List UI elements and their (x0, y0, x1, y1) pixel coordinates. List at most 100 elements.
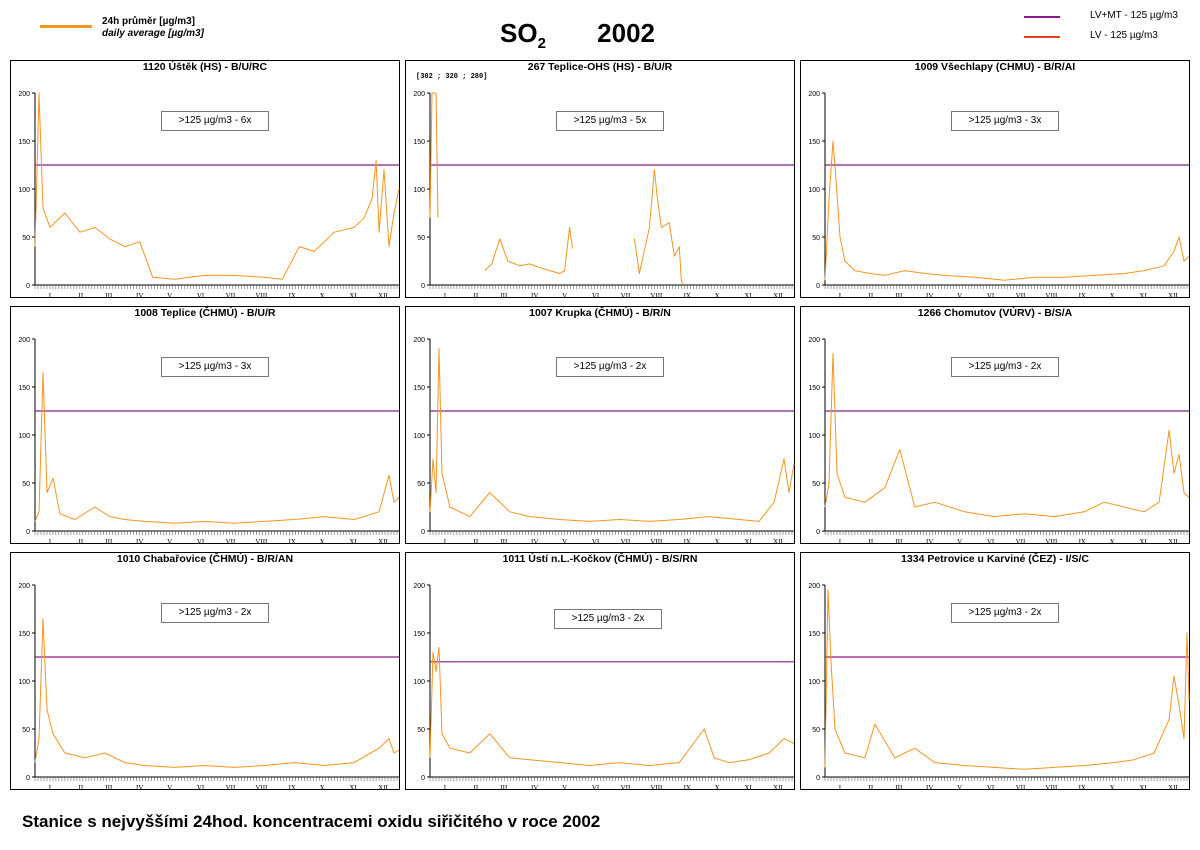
y-tick-label: 0 (421, 529, 425, 536)
x-day-ticks (34, 285, 398, 289)
limit-legend-swatch (1024, 36, 1060, 38)
x-month-label: II (474, 784, 479, 791)
series-legend-label-en: daily average [µg/m3] (102, 28, 204, 39)
series-legend: 24h průměr [µg/m3] daily average [µg/m3] (40, 14, 270, 44)
x-month-label: II (474, 292, 479, 299)
x-month-label: V (167, 784, 172, 791)
x-month-label: IV (531, 538, 538, 545)
y-tick-label: 50 (22, 235, 30, 242)
station-chart-panel: 1011 Ústí n.L.-Kočkov (ČHMÚ) - B/S/RN >12… (405, 552, 795, 791)
y-tick-label: 150 (413, 385, 425, 392)
y-tick-label: 50 (812, 235, 820, 242)
x-month-label: IV (136, 784, 143, 791)
station-chart-title: 1009 Všechlapy (CHMU) - B/R/AI (914, 61, 1076, 73)
limit-legend-label: LV - 125 µg/m3 (1090, 30, 1158, 41)
x-month-label: IV (531, 784, 538, 791)
x-day-ticks (429, 285, 793, 289)
x-month-label: III (895, 784, 903, 791)
daily-average-series-line (429, 646, 795, 766)
x-month-label: V (167, 292, 172, 299)
x-month-label: X (1110, 538, 1115, 545)
x-month-label: I (49, 784, 52, 791)
x-month-label: III (500, 292, 508, 299)
x-month-label: XII (773, 292, 783, 299)
exceedance-count-badge: >125 µg/m3 - 5x (556, 111, 664, 131)
y-tick-label: 150 (18, 139, 30, 146)
station-chart-title: 1334 Petrovice u Karviné (ČEZ) - I/S/C (901, 553, 1089, 565)
x-month-label: VI (592, 538, 600, 545)
x-month-label: I (839, 784, 842, 791)
x-month-label: II (869, 784, 874, 791)
limit-legend: LV+MT - 125 µg/m3 LV - 125 µg/m3 (1020, 8, 1195, 44)
x-month-label: XII (773, 784, 783, 791)
y-tick-label: 50 (812, 481, 820, 488)
x-month-label: IX (684, 538, 691, 545)
y-tick-label: 200 (808, 91, 820, 98)
x-month-label: X (320, 292, 325, 299)
daily-average-series-line (429, 92, 684, 286)
x-month-label: IX (684, 292, 691, 299)
x-month-label: XI (744, 292, 752, 299)
y-tick-label: 100 (18, 679, 30, 686)
y-tick-label: 0 (816, 529, 820, 536)
x-month-label: VI (197, 292, 205, 299)
x-month-label: II (79, 784, 84, 791)
limit-legend-label: LV+MT - 125 µg/m3 (1090, 10, 1178, 21)
x-month-label: XI (1139, 538, 1147, 545)
y-tick-label: 0 (816, 775, 820, 782)
y-tick-label: 50 (417, 727, 425, 734)
x-month-label: VI (987, 292, 995, 299)
y-tick-label: 0 (816, 283, 820, 290)
x-month-label: VII (621, 538, 631, 545)
x-month-label: VII (1016, 538, 1026, 545)
x-day-ticks (34, 531, 398, 535)
exceedance-count-badge: >125 µg/m3 - 6x (161, 111, 269, 131)
x-month-label: III (500, 538, 508, 545)
limit-legend-item: LV - 125 µg/m3 (1020, 30, 1195, 44)
y-tick-label: 150 (808, 631, 820, 638)
station-chart-panel: 1266 Chomutov (VÚRV) - B/S/A >125 µg/m3 -… (800, 306, 1190, 545)
y-tick-label: 150 (808, 385, 820, 392)
x-month-label: XI (349, 292, 357, 299)
exceedance-count-badge: >125 µg/m3 - 2x (554, 609, 662, 629)
x-month-label: V (957, 784, 962, 791)
y-tick-label: 0 (26, 283, 30, 290)
x-month-label: X (715, 292, 720, 299)
station-chart-title: 1120 Úštěk (HS) - B/U/RC (142, 61, 268, 73)
x-month-label: VII (1016, 784, 1026, 791)
y-tick-label: 150 (413, 631, 425, 638)
x-month-label: VIII (1045, 292, 1058, 299)
x-month-label: XI (1139, 292, 1147, 299)
x-month-label: XII (1168, 538, 1178, 545)
x-month-label: VI (987, 538, 995, 545)
x-month-label: III (500, 784, 508, 791)
station-chart-title: 1010 Chabařovice (ČHMÚ) - B/R/AN (116, 553, 294, 565)
x-month-label: VIII (255, 784, 268, 791)
y-tick-label: 200 (18, 583, 30, 590)
station-chart-panel: 1007 Krupka (ČHMÚ) - B/R/N >125 µg/m3 - 2… (405, 306, 795, 545)
y-tick-label: 100 (18, 433, 30, 440)
x-month-label: III (105, 538, 113, 545)
y-tick-label: 50 (417, 481, 425, 488)
title-subscript: 2 (537, 35, 546, 52)
x-month-label: V (167, 538, 172, 545)
x-month-label: X (715, 538, 720, 545)
x-month-label: XII (378, 538, 388, 545)
x-month-label: I (444, 784, 447, 791)
y-tick-label: 50 (22, 481, 30, 488)
y-tick-label: 200 (413, 583, 425, 590)
x-month-label: XII (1168, 292, 1178, 299)
y-tick-label: 100 (413, 187, 425, 194)
x-month-label: X (320, 538, 325, 545)
station-chart-panel: 1008 Teplice (ČHMÚ) - B/U/R >125 µg/m3 - … (10, 306, 400, 545)
station-chart-title: 1266 Chomutov (VÚRV) - B/S/A (917, 307, 1073, 319)
title-year: 2002 (597, 18, 655, 48)
x-month-label: VI (987, 784, 995, 791)
y-tick-label: 150 (808, 139, 820, 146)
x-month-label: IX (1079, 784, 1086, 791)
x-day-ticks (429, 777, 793, 781)
y-tick-label: 0 (421, 283, 425, 290)
x-month-label: VIII (1045, 784, 1058, 791)
